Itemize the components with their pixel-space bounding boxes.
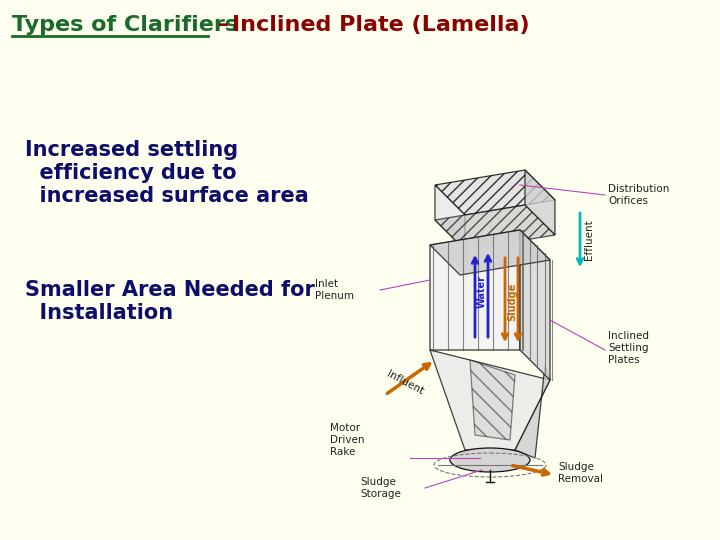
Text: Sludge
Removal: Sludge Removal — [558, 462, 603, 484]
Text: Inclined
Settling
Plates: Inclined Settling Plates — [608, 332, 649, 364]
Text: Sludge
Storage: Sludge Storage — [360, 477, 401, 499]
Polygon shape — [430, 230, 550, 275]
Polygon shape — [525, 170, 555, 235]
Text: Inclined Plate (Lamella): Inclined Plate (Lamella) — [232, 15, 530, 35]
Polygon shape — [435, 205, 555, 250]
Polygon shape — [430, 230, 520, 350]
Text: Inlet
Plenum: Inlet Plenum — [315, 279, 354, 301]
Text: increased surface area: increased surface area — [25, 186, 309, 206]
Ellipse shape — [450, 448, 530, 472]
Polygon shape — [435, 170, 555, 215]
Text: Effluent: Effluent — [584, 220, 594, 260]
Polygon shape — [430, 350, 550, 450]
Text: Water: Water — [477, 275, 487, 308]
Text: Motor
Driven
Rake: Motor Driven Rake — [330, 423, 364, 457]
Text: efficiency due to: efficiency due to — [25, 163, 237, 183]
Text: –: – — [210, 15, 237, 35]
Polygon shape — [515, 365, 550, 458]
Text: Smaller Area Needed for: Smaller Area Needed for — [25, 280, 315, 300]
Text: Influent: Influent — [385, 369, 425, 396]
Polygon shape — [520, 230, 550, 380]
Polygon shape — [470, 360, 515, 440]
Polygon shape — [435, 185, 465, 250]
Text: Installation: Installation — [25, 303, 173, 323]
Text: Distribution
Orifices: Distribution Orifices — [608, 184, 670, 206]
Text: Types of Clarifiers: Types of Clarifiers — [12, 15, 238, 35]
Text: Sludge: Sludge — [507, 283, 517, 321]
Text: Increased settling: Increased settling — [25, 140, 238, 160]
